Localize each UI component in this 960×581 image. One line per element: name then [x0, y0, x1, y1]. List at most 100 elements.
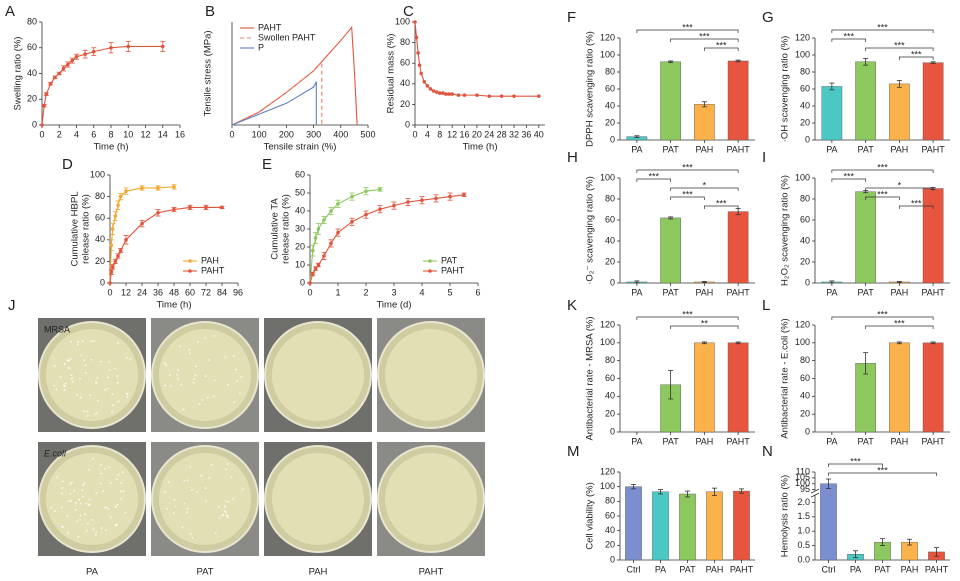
colony	[227, 516, 230, 519]
data-point	[428, 87, 433, 91]
y-tick-label: 80	[605, 193, 615, 203]
x-tick-label: 10	[123, 129, 133, 139]
colony	[217, 505, 220, 508]
x-axis-label: Time (h)	[462, 142, 497, 153]
series-line	[231, 81, 317, 126]
y-tick-label: 80	[27, 16, 37, 26]
data-point	[113, 259, 118, 264]
significance-label: ***	[877, 189, 888, 199]
colony	[177, 377, 180, 380]
significance-label: ***	[911, 49, 922, 59]
data-point	[140, 221, 144, 226]
x-tick-label: 5	[447, 287, 452, 297]
x-tick-label: PAT	[858, 287, 875, 297]
significance-label: ***	[877, 309, 888, 319]
x-axis-label: Time (h)	[156, 300, 191, 311]
colony	[107, 465, 110, 468]
colony	[78, 519, 81, 521]
colony	[120, 498, 123, 500]
colony	[208, 359, 210, 361]
colony	[109, 516, 112, 519]
data-point	[448, 194, 452, 199]
significance-label: *	[703, 180, 707, 190]
significance-bracket	[636, 178, 671, 182]
x-tick-label: 96	[233, 287, 243, 297]
colony	[223, 510, 226, 513]
legend-label: PAHT	[441, 265, 465, 275]
series-line	[414, 21, 539, 97]
x-tick-label: 14	[158, 129, 168, 139]
y-tick-label: 60	[605, 83, 615, 93]
legend-marker	[428, 269, 432, 273]
colony	[196, 491, 199, 493]
data-point	[113, 214, 118, 218]
y-tick-label: 120	[795, 32, 810, 42]
colony	[233, 401, 235, 404]
y-tick-label: 60	[605, 214, 615, 224]
y-tick-label: 0.0	[797, 554, 810, 564]
colony	[104, 389, 106, 391]
y-tick-label: 120	[795, 319, 810, 329]
x-tick-label: PAHT	[921, 287, 945, 297]
significance-bracket	[636, 316, 739, 320]
data-point	[110, 227, 115, 231]
x-tick-label: PAHT	[925, 564, 949, 574]
bar	[889, 342, 910, 433]
data-point	[66, 62, 70, 67]
colony	[186, 511, 188, 514]
colony	[116, 478, 118, 481]
colony	[213, 395, 215, 398]
colony	[86, 414, 89, 417]
y-tick-label: 20	[800, 409, 810, 419]
x-tick-label: PA	[631, 144, 642, 154]
y-tick-label: 0	[300, 277, 305, 287]
x-tick-label: 4	[419, 287, 424, 297]
y-tick-label: 80	[605, 66, 615, 76]
colony	[76, 394, 79, 396]
colony	[169, 384, 172, 387]
y-axis-label: ·O₂⁻ scavenging ratio (%)	[585, 176, 596, 285]
colony	[64, 382, 67, 385]
x-tick-label: PAH	[706, 564, 724, 574]
x-tick-label: Ctrl	[822, 564, 836, 574]
colony	[195, 365, 198, 368]
data-point	[316, 227, 321, 231]
y-tick-label: 2.0	[797, 497, 810, 507]
colony	[189, 465, 192, 468]
colony	[230, 476, 233, 479]
colony	[193, 378, 196, 381]
panel-letter: D	[62, 156, 73, 173]
x-tick-label: PAHT	[921, 144, 945, 154]
bar	[694, 104, 715, 141]
y-tick-label: 20	[605, 256, 615, 266]
data-point	[172, 185, 176, 189]
y-tick-label: 40	[295, 205, 305, 215]
x-tick-label: 32	[509, 129, 519, 139]
significance-bracket	[865, 47, 934, 51]
colony	[70, 340, 72, 343]
data-point	[311, 248, 315, 253]
bar	[922, 62, 944, 141]
colony	[55, 388, 58, 391]
x-tick-label: 72	[201, 287, 211, 297]
x-tick-label: 0	[307, 287, 312, 297]
y-tick-label: 100	[795, 478, 810, 488]
significance-label: ***	[894, 318, 905, 328]
colony	[232, 354, 235, 357]
data-point	[109, 270, 114, 275]
colony	[88, 498, 91, 501]
colony	[165, 364, 168, 366]
x-tick-label: Ctrl	[627, 564, 641, 574]
data-point	[124, 238, 128, 242]
data-point	[350, 220, 354, 224]
x-tick-label: 0	[229, 129, 234, 139]
significance-label: ***	[716, 198, 727, 208]
y-axis-label: Hemolysis ratio (%)	[780, 475, 791, 557]
colony	[94, 534, 97, 536]
significance-bracket	[831, 316, 934, 320]
colony	[71, 481, 73, 484]
panel-letter: N	[762, 443, 773, 460]
significance-bracket	[831, 29, 934, 33]
data-point	[188, 205, 192, 210]
legend-label: PAHT	[201, 265, 225, 275]
